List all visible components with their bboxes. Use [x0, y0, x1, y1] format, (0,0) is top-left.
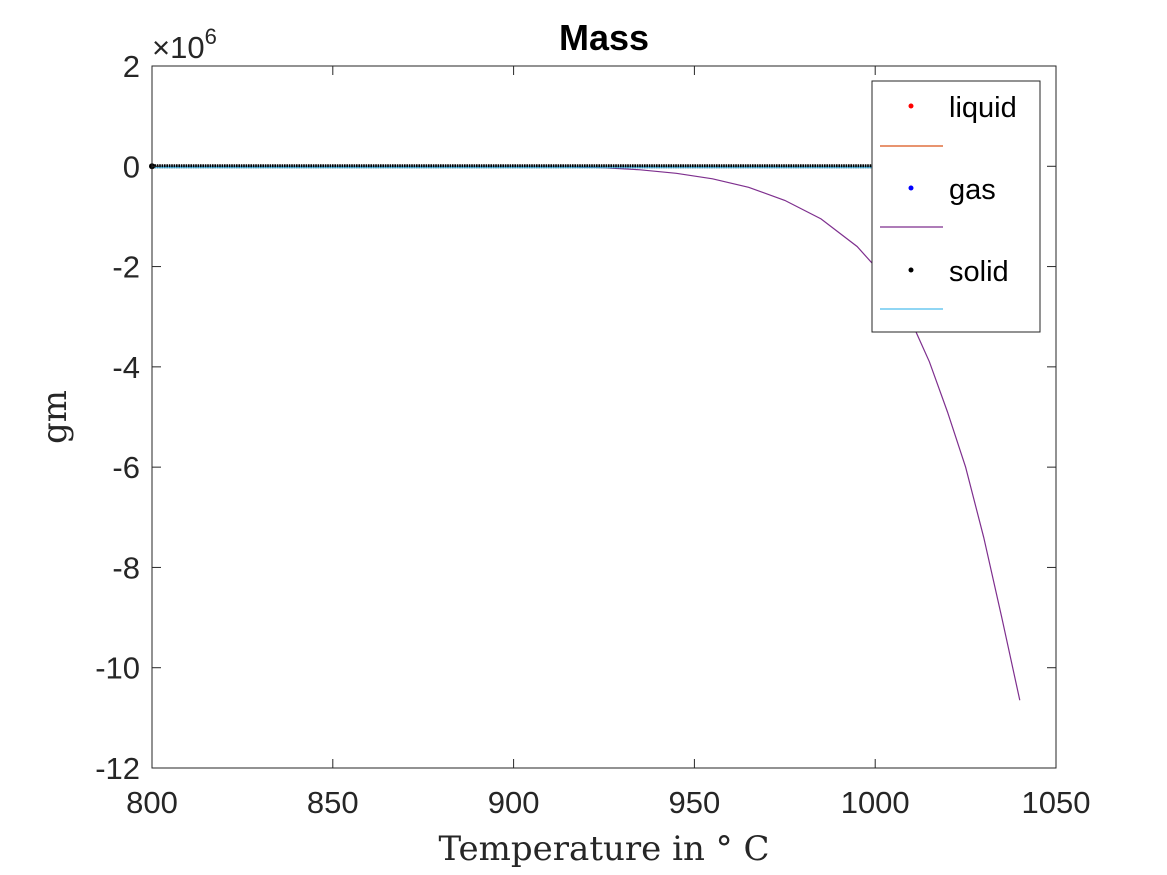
y-tick-label: -8: [112, 550, 140, 585]
x-tick-label: 800: [126, 785, 178, 820]
y-tick-label: 2: [123, 49, 140, 84]
y-tick-label: -4: [112, 350, 140, 385]
legend-marker-solid: [908, 267, 914, 273]
y-tick-label: -12: [95, 751, 140, 786]
y-tick-label: 0: [123, 149, 140, 184]
y-tick-label: -2: [112, 250, 140, 285]
y-exponent-base: ×10: [152, 30, 205, 65]
x-axis-label: Temperature in ° C: [439, 829, 770, 869]
legend-label-gas: gas: [949, 174, 996, 206]
x-tick-label: 900: [488, 785, 540, 820]
y-exponent-label: ×106: [152, 24, 217, 65]
x-tick-label: 1000: [841, 785, 910, 820]
legend-label-solid: solid: [949, 256, 1009, 288]
plot-frame: [151, 65, 1057, 769]
legend-box: [871, 80, 1041, 333]
legend-marker-liquid: [908, 103, 914, 109]
x-tick-label: 850: [307, 785, 359, 820]
y-exponent-power: 6: [205, 24, 217, 49]
legend: liquid gas solid: [871, 80, 1041, 333]
x-tick-label: 950: [669, 785, 721, 820]
y-axis-label: gm: [35, 390, 75, 444]
y-tick-label: -6: [112, 450, 140, 485]
ticks-layer: [151, 65, 1057, 769]
x-tick-label: 1050: [1022, 785, 1091, 820]
tick-labels-layer: 800 850 900 950 1000 1050 2 0 -2 -4 -6 -8 -10 -12: [95, 49, 1090, 820]
legend-label-liquid: liquid: [949, 92, 1017, 124]
chart-title: Mass: [559, 17, 649, 58]
y-tick-label: -10: [95, 651, 140, 686]
legend-marker-gas: [908, 185, 914, 191]
legend-items: liquid gas solid: [880, 92, 1017, 310]
